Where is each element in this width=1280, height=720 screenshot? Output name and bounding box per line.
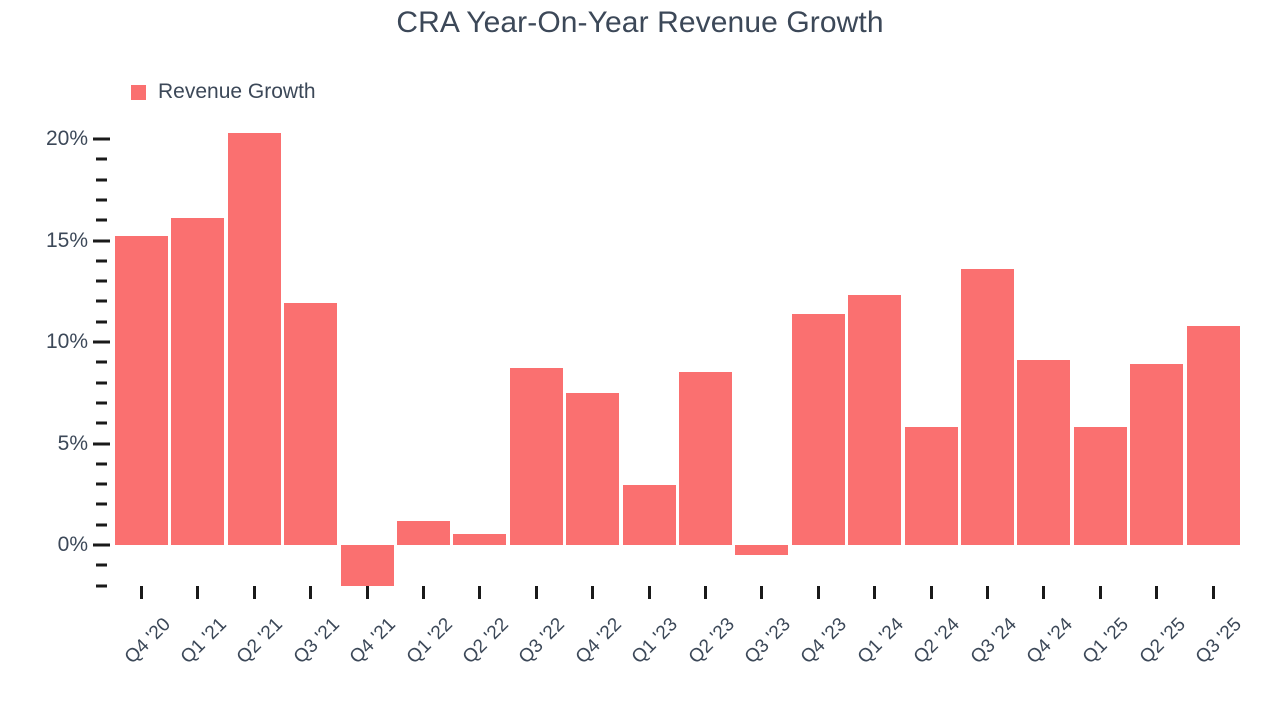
bar[interactable]	[961, 268, 1014, 545]
y-axis-minor-tick	[96, 502, 107, 506]
x-axis-tick	[760, 586, 764, 599]
y-axis-tick-label: 15%	[45, 228, 88, 252]
y-axis-major-tick	[93, 340, 110, 344]
bar[interactable]	[1073, 427, 1127, 545]
y-axis-tick-label: 0%	[57, 533, 88, 556]
x-axis-tick	[422, 586, 425, 599]
bar[interactable]	[1130, 364, 1184, 545]
bar[interactable]	[679, 372, 732, 545]
x-axis-tick	[1042, 586, 1046, 599]
x-axis-tick	[1098, 586, 1102, 599]
x-axis-tick	[647, 586, 651, 599]
x-axis-tick	[140, 586, 143, 599]
y-axis-major-tick	[93, 543, 110, 547]
y-axis-major-tick	[93, 239, 110, 242]
bar[interactable]	[171, 218, 225, 545]
bar[interactable]	[735, 545, 789, 556]
x-axis-tick	[309, 586, 313, 599]
chart-legend: Revenue Growth	[131, 80, 316, 104]
x-axis-tick	[816, 586, 820, 599]
y-axis-minor-tick	[96, 157, 107, 161]
y-axis-minor-tick	[96, 178, 107, 182]
x-axis-tick	[986, 586, 989, 599]
y-axis-minor-tick	[96, 299, 107, 303]
x-axis-tick	[196, 586, 200, 599]
bar[interactable]	[115, 236, 168, 545]
y-axis-minor-tick	[96, 421, 107, 425]
x-axis-tick	[929, 586, 933, 599]
bar[interactable]	[227, 132, 281, 545]
bar[interactable]	[284, 303, 338, 545]
x-axis-tick	[534, 586, 538, 599]
y-axis-minor-tick	[96, 259, 107, 263]
legend-item-label: Revenue Growth	[158, 80, 316, 103]
y-axis-minor-tick	[96, 381, 107, 385]
y-axis-minor-tick	[96, 360, 107, 364]
y-axis-major-tick	[93, 137, 110, 141]
x-axis-tick	[252, 586, 256, 599]
y-axis-tick-label: 10%	[45, 330, 88, 353]
bar[interactable]	[1017, 360, 1071, 545]
bar[interactable]	[848, 295, 902, 545]
bar[interactable]	[397, 520, 450, 545]
bar[interactable]	[622, 485, 676, 545]
y-axis-minor-tick	[96, 279, 107, 283]
x-axis-tick	[1155, 586, 1159, 599]
bar[interactable]	[1186, 325, 1240, 545]
y-axis-minor-tick	[96, 523, 107, 527]
y-axis-minor-tick	[96, 563, 107, 567]
x-axis-tick	[478, 586, 482, 599]
x-axis-tick	[1211, 586, 1215, 599]
bar[interactable]	[340, 545, 394, 586]
y-axis-major-tick	[93, 442, 110, 445]
bar[interactable]	[453, 533, 507, 545]
bar[interactable]	[509, 368, 563, 545]
bar[interactable]	[791, 313, 845, 545]
y-axis-minor-tick	[96, 320, 107, 324]
x-axis-tick	[365, 586, 369, 599]
y-axis-minor-tick	[96, 584, 107, 588]
x-axis-tick	[873, 586, 877, 599]
y-axis-minor-tick	[96, 198, 107, 202]
x-axis-tick	[704, 586, 707, 599]
y-axis-minor-tick	[96, 218, 107, 222]
bar[interactable]	[904, 427, 958, 545]
y-axis-minor-tick	[96, 482, 107, 486]
y-axis-minor-tick	[96, 462, 107, 466]
chart-title: CRA Year-On-Year Revenue Growth	[396, 6, 884, 39]
x-axis-tick	[591, 586, 595, 599]
legend-color-swatch	[131, 84, 146, 100]
y-axis-tick-label: 20%	[45, 127, 88, 150]
y-axis-tick-label: 5%	[57, 431, 88, 455]
bar[interactable]	[566, 392, 620, 545]
y-axis-minor-tick	[96, 401, 107, 405]
